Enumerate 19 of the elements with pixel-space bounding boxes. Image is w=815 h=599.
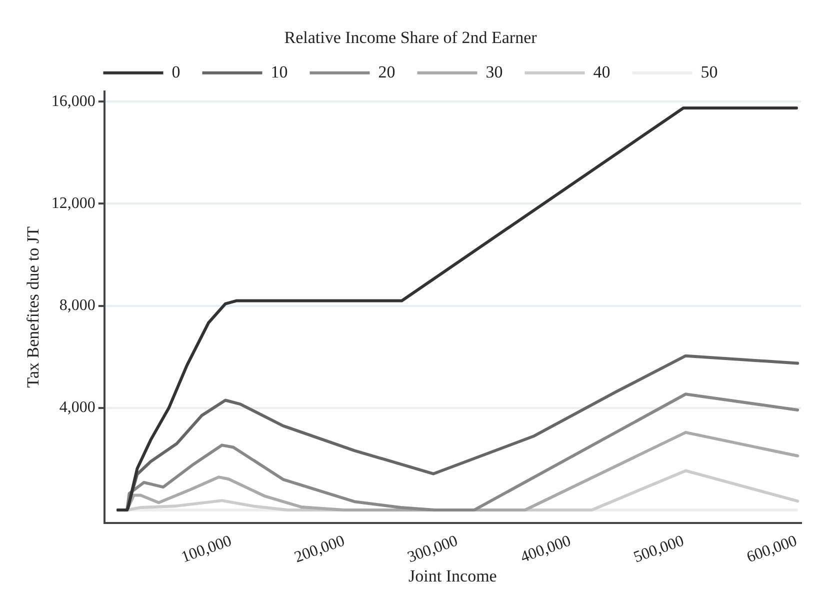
legend-label: 50 [700, 62, 718, 82]
legend-label: 30 [486, 62, 503, 82]
y-tick-label: 16,000 [51, 92, 96, 110]
x-tick-label: 300,000 [405, 532, 460, 566]
legend-label: 20 [378, 62, 396, 82]
y-tick-label: 12,000 [51, 194, 96, 212]
legend-label: 40 [593, 62, 610, 82]
x-tick-label: 100,000 [179, 532, 234, 566]
legend-label: 0 [172, 62, 180, 82]
x-axis-title: Joint Income [408, 566, 497, 586]
x-tick-label: 200,000 [292, 532, 347, 566]
x-tick-label: 400,000 [518, 532, 574, 566]
x-tick-label: 600,000 [744, 532, 800, 566]
y-axis-title: Tax Benefites due to JT [24, 226, 43, 388]
y-tick-label: 4,000 [59, 399, 96, 416]
legend-label: 10 [270, 62, 288, 82]
legend-title: Relative Income Share of 2nd Earner [284, 28, 538, 47]
x-tick-label: 500,000 [632, 532, 686, 566]
y-tick-label: 8,000 [59, 297, 96, 314]
